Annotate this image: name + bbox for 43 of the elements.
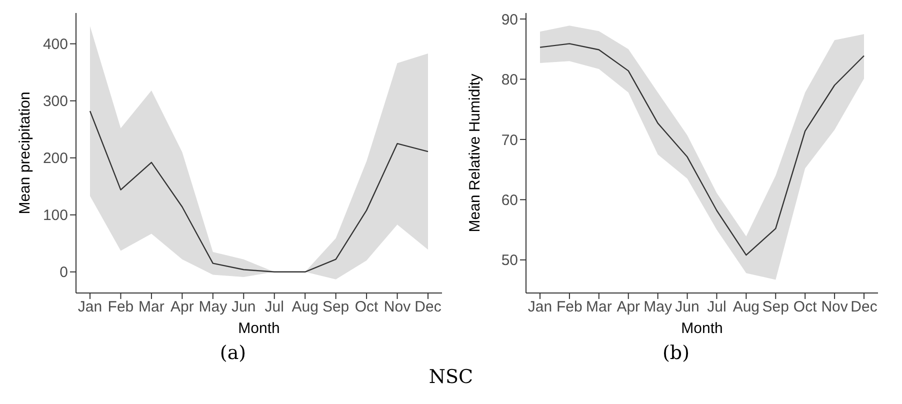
y-axis-title: Mean precipitation xyxy=(16,92,34,214)
x-tick-label: Jan xyxy=(528,298,552,316)
x-tick-label: Mar xyxy=(586,298,612,316)
line-series xyxy=(89,110,429,272)
x-tick-label: Nov xyxy=(821,298,848,316)
y-tick-label: 60 xyxy=(501,192,518,209)
x-tick-label: Mar xyxy=(138,298,164,316)
x-tick-label: Jan xyxy=(78,298,102,316)
x-tick-label: May xyxy=(198,298,228,316)
x-tick-label: Apr xyxy=(170,298,194,316)
y-tick-label: 50 xyxy=(501,252,518,270)
x-tick-label: Oct xyxy=(354,298,380,316)
x-tick-label: May xyxy=(644,298,672,316)
x-tick-label: Jul xyxy=(264,298,284,316)
y-tick-label: 100 xyxy=(42,207,68,224)
x-tick-label: Nov xyxy=(384,298,412,316)
y-tick-label: 80 xyxy=(501,72,518,89)
x-tick-label: Aug xyxy=(732,298,760,316)
text: (b) xyxy=(662,342,690,364)
y-tick-label: 0 xyxy=(60,264,68,282)
y-tick-label: 90 xyxy=(501,11,518,28)
x-tick-label: Apr xyxy=(616,298,640,316)
y-axis-title: Mean Relative Humidity xyxy=(466,73,484,232)
text: NSC xyxy=(428,366,474,388)
y-tick-label: 70 xyxy=(501,132,518,149)
y-tick-label: 200 xyxy=(42,150,68,168)
x-tick-label: Aug xyxy=(292,298,318,316)
x-tick-label: Dec xyxy=(414,298,442,316)
x-tick-label: Feb xyxy=(108,298,134,316)
x-axis-title: Month xyxy=(238,320,280,337)
text: (a) xyxy=(218,342,248,364)
x-tick-label: Oct xyxy=(793,298,818,316)
x-tick-label: Jun xyxy=(675,298,700,316)
x-axis-title: Month xyxy=(681,320,723,337)
line-series xyxy=(539,43,865,256)
x-tick-label: Sep xyxy=(762,298,789,316)
x-tick-label: Dec xyxy=(850,298,878,316)
x-tick-label: Feb xyxy=(556,298,582,316)
x-tick-label: Jun xyxy=(232,298,256,316)
y-tick-label: 400 xyxy=(42,36,68,54)
y-tick-label: 300 xyxy=(42,93,68,110)
x-tick-label: Sep xyxy=(322,298,350,316)
x-tick-label: Jul xyxy=(707,298,726,316)
